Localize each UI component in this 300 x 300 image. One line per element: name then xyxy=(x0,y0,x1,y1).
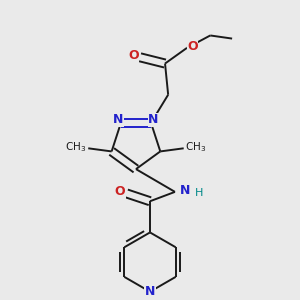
Text: H: H xyxy=(195,188,204,198)
Text: O: O xyxy=(187,40,198,53)
Text: N: N xyxy=(112,113,123,126)
Text: CH$_3$: CH$_3$ xyxy=(65,140,87,154)
Text: N: N xyxy=(180,184,190,197)
Text: CH$_3$: CH$_3$ xyxy=(185,140,206,154)
Text: O: O xyxy=(128,49,139,62)
Text: N: N xyxy=(148,113,159,126)
Text: N: N xyxy=(145,285,155,298)
Text: O: O xyxy=(114,185,125,198)
